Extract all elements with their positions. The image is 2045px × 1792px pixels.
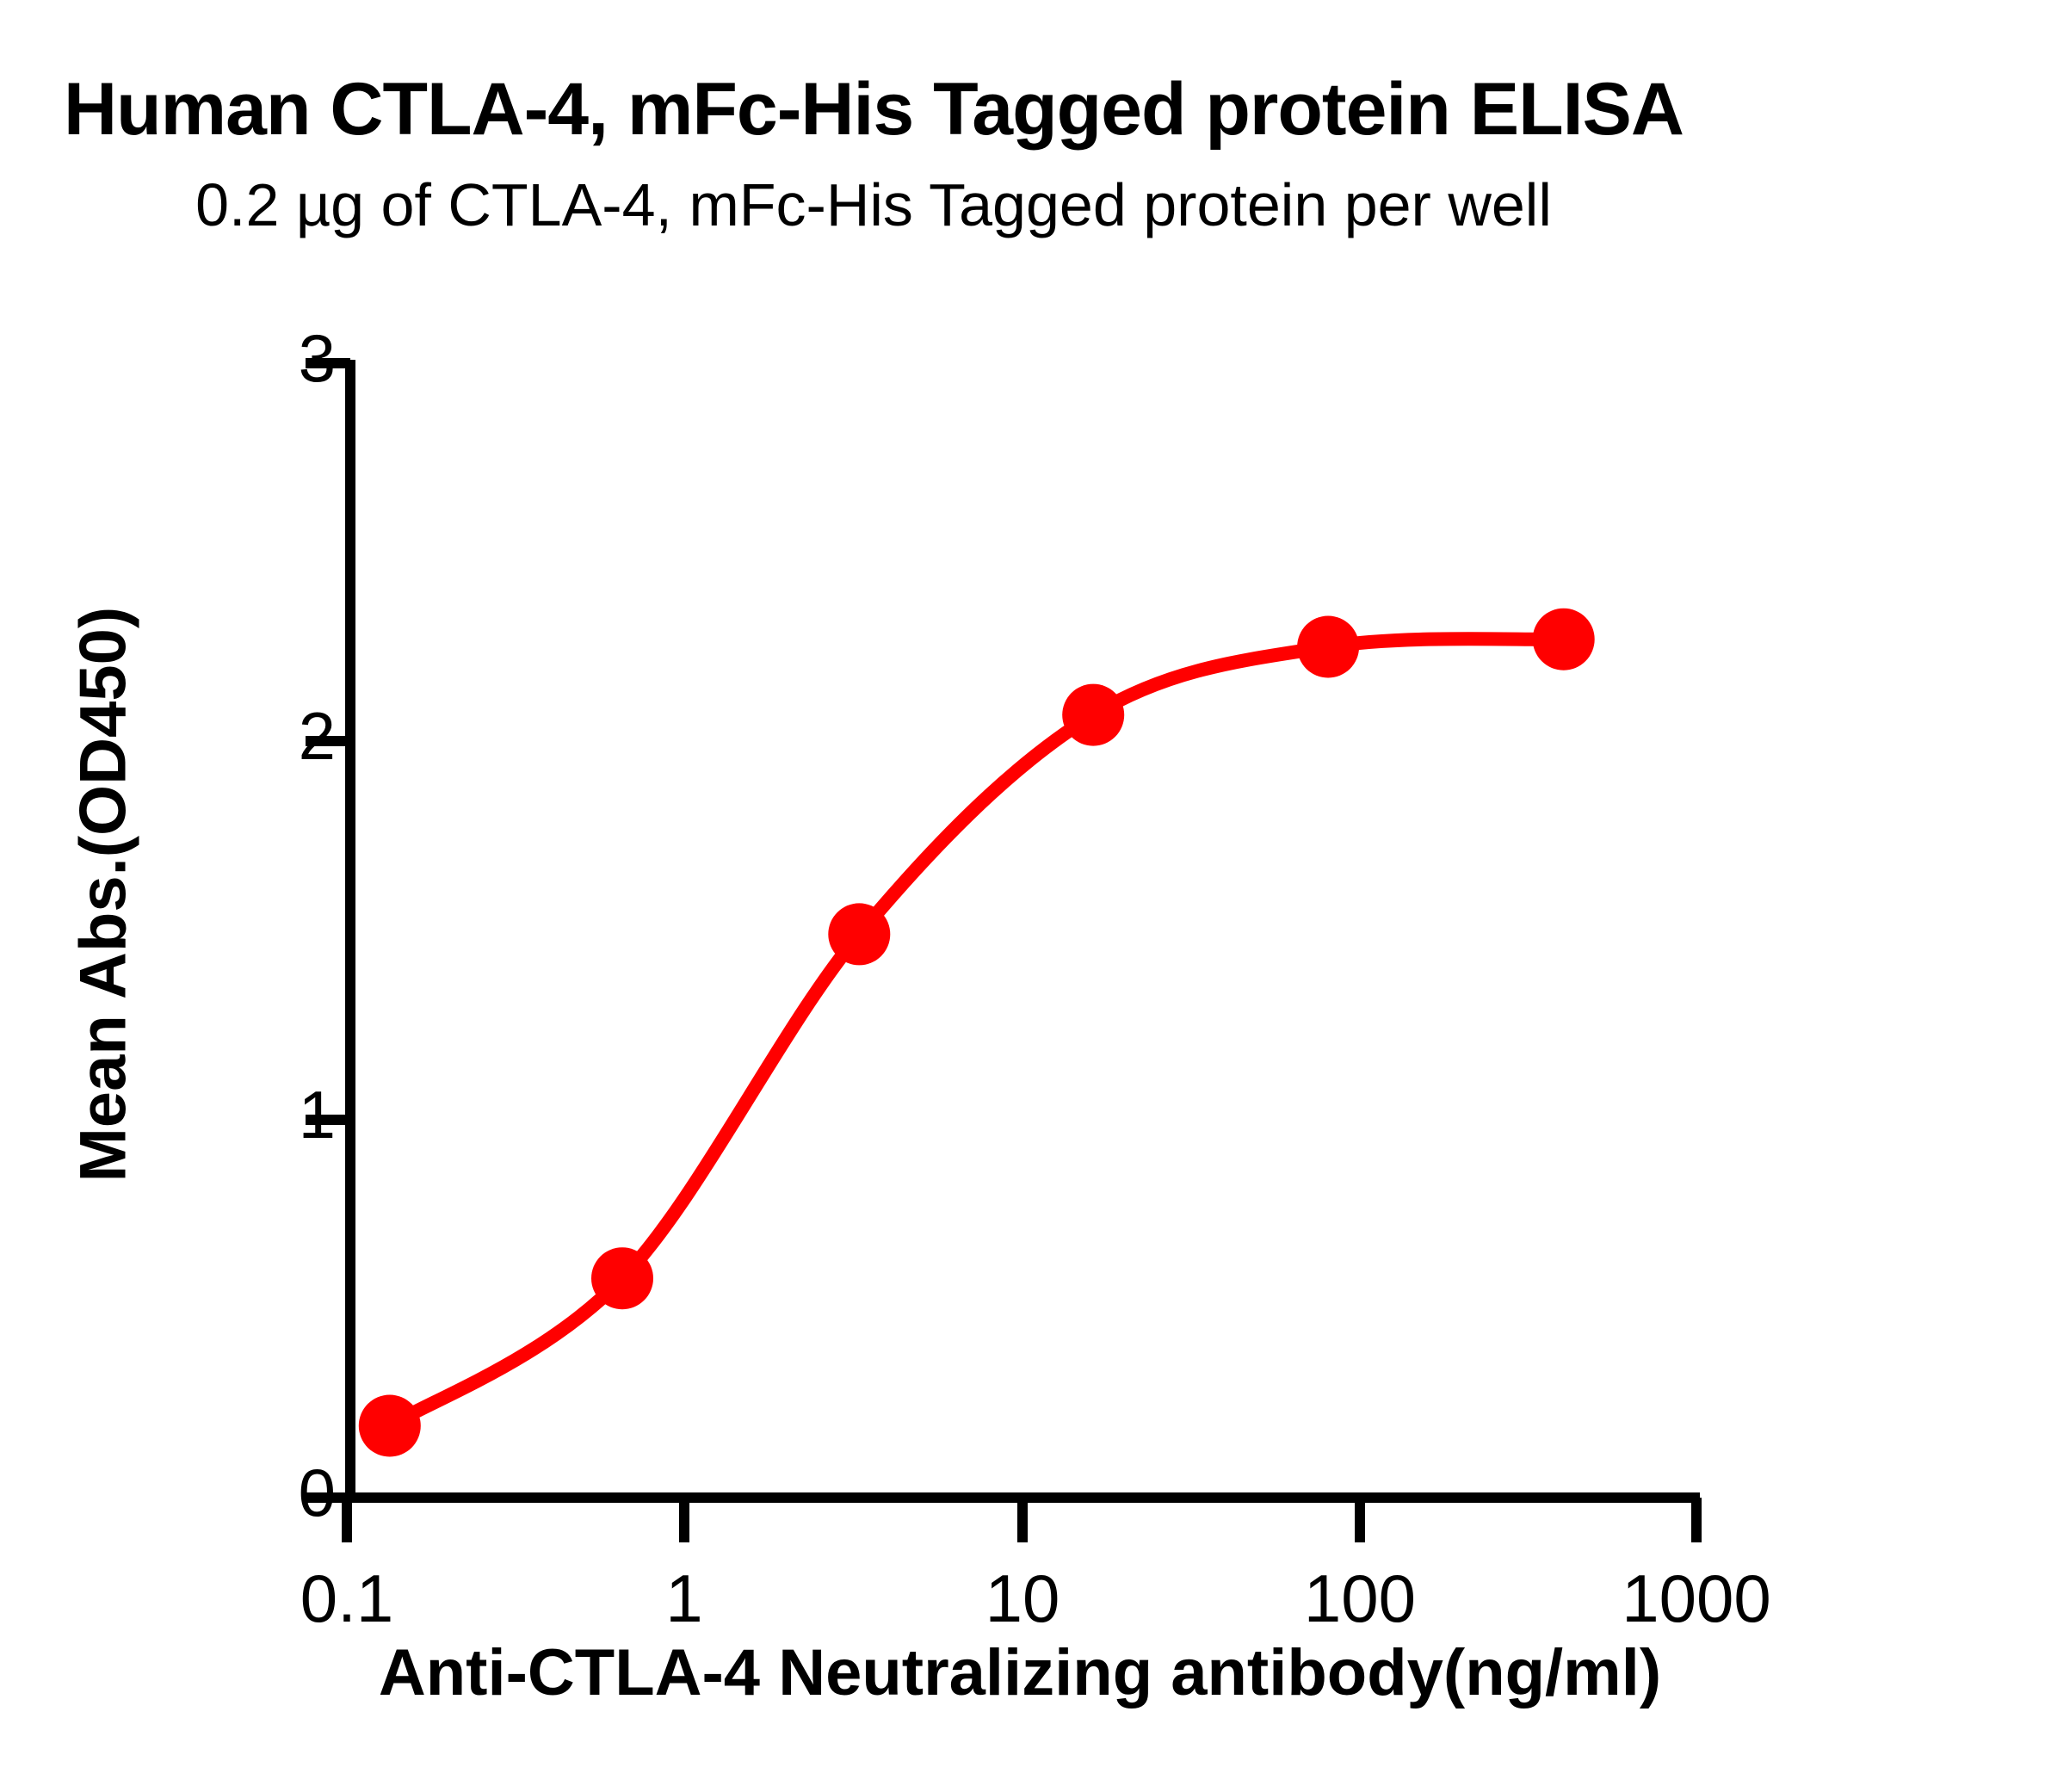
- data-point: [1532, 608, 1595, 670]
- x-tick-label-10: 10: [985, 1560, 1060, 1636]
- chart-subtitle: 0.2 µg of CTLA-4, mFc-His Tagged protein…: [195, 171, 1552, 238]
- series-group: [358, 608, 1595, 1457]
- data-point: [1062, 683, 1125, 746]
- series-markers: [358, 608, 1595, 1457]
- chart-title: Human CTLA-4, mFc-His Tagged protein ELI…: [64, 68, 1684, 151]
- data-point: [358, 1394, 421, 1457]
- axes-group: [306, 358, 1702, 1542]
- data-point: [1297, 615, 1360, 678]
- x-tick-label-0.1: 0.1: [300, 1560, 394, 1636]
- x-axis-title: Anti-CTLA-4 Neutralizing antibody(ng/ml): [378, 1636, 1662, 1709]
- x-tick-label-1000: 1000: [1622, 1560, 1771, 1636]
- data-point: [828, 903, 891, 966]
- x-tick-label-100: 100: [1303, 1560, 1417, 1636]
- series-line: [382, 632, 1571, 1433]
- x-tick-label-1: 1: [665, 1560, 703, 1636]
- data-point: [591, 1247, 653, 1310]
